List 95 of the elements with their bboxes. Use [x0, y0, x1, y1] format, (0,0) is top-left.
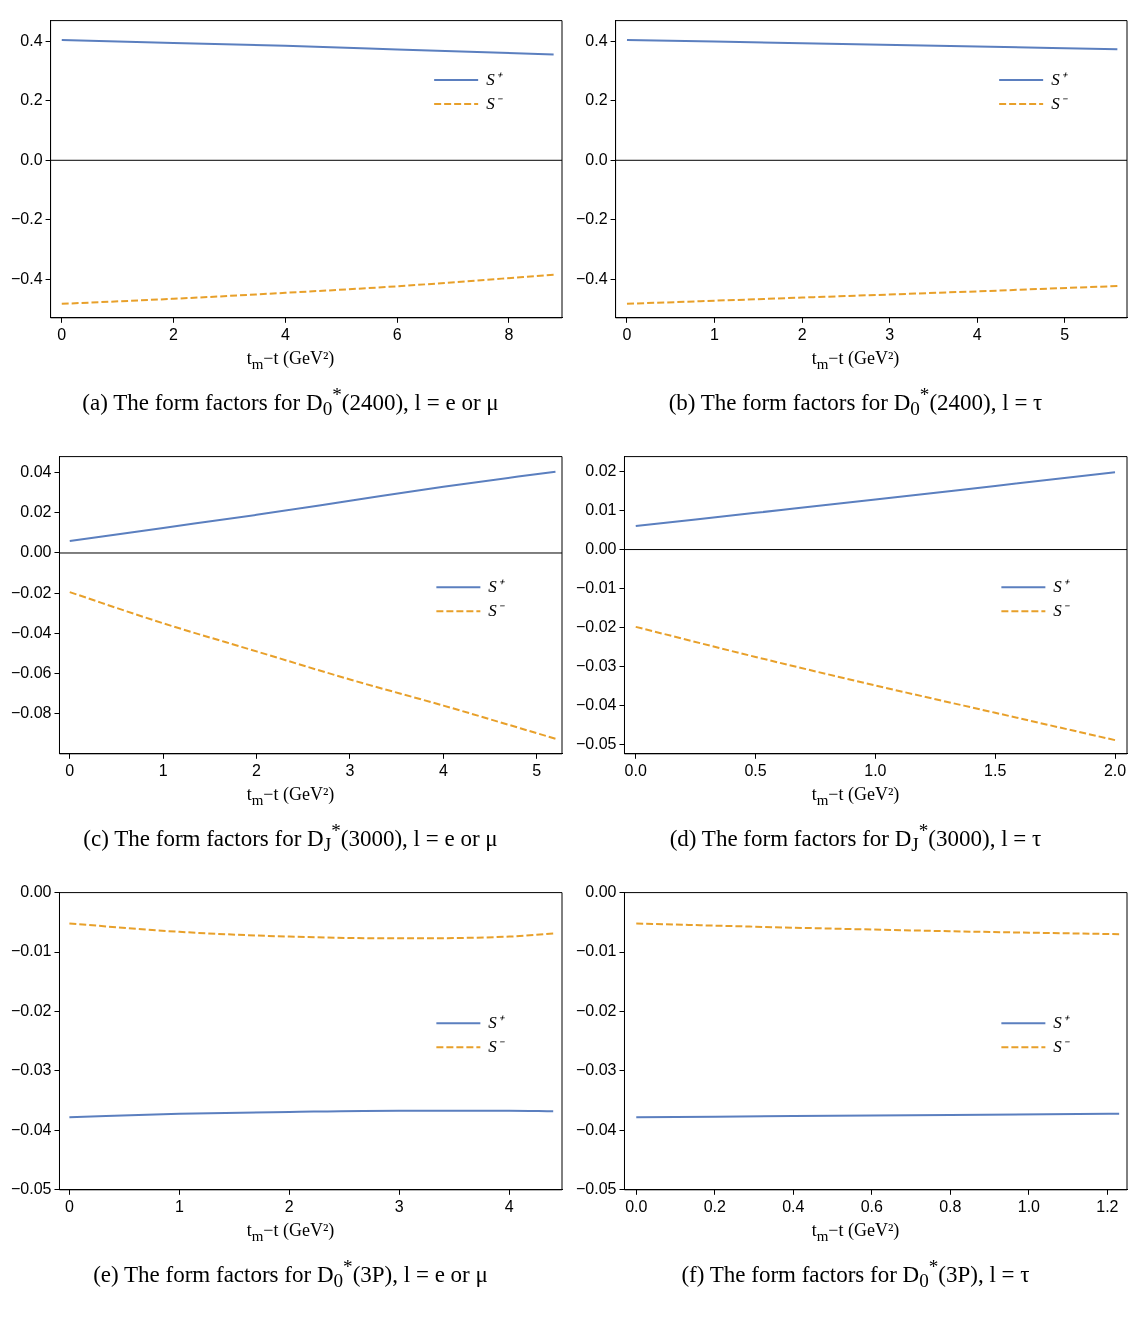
legend-label: S⁺ [486, 69, 503, 89]
y-tick-label: −0.04 [576, 696, 617, 714]
x-tick-label: 0 [65, 761, 75, 779]
x-tick-label: 6 [392, 325, 402, 343]
x-tick-label: 1 [158, 761, 168, 779]
y-tick-label: −0.2 [575, 210, 608, 228]
text: (b) The form factors for D$_{0}$$^{*}$(2400), l = τ [667, 384, 1044, 421]
y-tick-label: −0.01 [576, 579, 617, 597]
x-axis-title: t$_{m}$−t (GeV²) [245, 348, 336, 374]
x-tick-label: 1.0 [864, 761, 887, 779]
x-tick-label: 0.4 [782, 1197, 805, 1215]
y-tick-label: −0.4 [10, 269, 43, 287]
x-tick-label: 1 [174, 1197, 184, 1215]
y-tick-label: −0.03 [11, 1061, 52, 1079]
legend-label: S⁺ [1053, 1012, 1070, 1032]
y-tick-label: −0.01 [576, 942, 617, 960]
y-tick-label: −0.05 [11, 1180, 52, 1198]
x-tick-label: 0 [57, 325, 67, 343]
text: (e) The form factors for D$_{0}$$^{*}$(3P), l = e or μ [92, 1256, 489, 1293]
y-tick-label: 0.00 [20, 543, 52, 561]
x-tick-label: 0.2 [703, 1197, 726, 1215]
x-tick-label: 0.5 [744, 761, 767, 779]
y-tick-label: 0.4 [20, 31, 43, 49]
x-tick-label: 2 [169, 325, 179, 343]
y-tick-label: −0.05 [576, 735, 617, 753]
y-tick-label: 0.00 [585, 539, 617, 557]
x-tick-label: 5 [532, 761, 542, 779]
x-axis-title: t$_{m}$−t (GeV²) [810, 784, 901, 810]
x-tick-label: 0.8 [939, 1197, 962, 1215]
legend-label: S⁻ [1051, 93, 1068, 113]
y-tick-label: −0.03 [576, 1061, 617, 1079]
text: (c) The form factors for D$_{J}$$^{*}$(3000), l = e or μ [82, 820, 499, 857]
x-tick-label: 2 [252, 761, 262, 779]
x-tick-label: 1.2 [1096, 1197, 1119, 1215]
y-tick-label: 0.2 [585, 91, 608, 109]
y-tick-label: 0.2 [20, 91, 43, 109]
x-tick-label: 2.0 [1103, 761, 1127, 779]
x-tick-label: 0 [622, 325, 632, 343]
legend-label: S⁻ [486, 93, 503, 113]
x-tick-label: 1.0 [1017, 1197, 1041, 1215]
x-tick-label: 4 [504, 1197, 514, 1215]
y-tick-label: −0.02 [576, 618, 617, 636]
legend-label: S⁻ [1053, 600, 1070, 620]
y-tick-label: 0.0 [20, 150, 43, 168]
legend-label: S⁺ [1051, 69, 1068, 89]
x-tick-label: 1 [710, 325, 720, 343]
y-tick-label: 0.00 [585, 883, 617, 901]
y-tick-label: 0.02 [20, 503, 52, 521]
x-tick-label: 0.0 [624, 761, 647, 779]
y-tick-label: 0.0 [585, 150, 608, 168]
y-tick-label: −0.04 [576, 1120, 617, 1138]
legend-label: S⁻ [1053, 1036, 1070, 1056]
text: (d) The form factors for D$_{J}$$^{*}$(3000), l = τ [668, 820, 1043, 857]
x-tick-label: 0 [64, 1197, 74, 1215]
legend-label: S⁺ [488, 576, 505, 596]
x-tick-label: 3 [394, 1197, 404, 1215]
x-tick-label: 4 [280, 325, 290, 343]
y-tick-label: −0.06 [11, 663, 52, 681]
y-tick-label: −0.2 [10, 210, 43, 228]
y-tick-label: −0.02 [576, 1001, 617, 1019]
y-tick-label: 0.00 [20, 883, 52, 901]
legend-label: S⁻ [488, 1036, 505, 1056]
y-tick-label: −0.04 [11, 623, 52, 641]
y-tick-label: −0.03 [576, 657, 617, 675]
x-tick-label: 0.6 [860, 1197, 884, 1215]
x-tick-label: 4 [438, 761, 448, 779]
x-tick-label: 1.5 [984, 761, 1007, 779]
y-tick-label: −0.08 [11, 704, 52, 722]
y-tick-label: −0.4 [575, 269, 608, 287]
y-tick-label: 0.01 [585, 500, 617, 518]
x-tick-label: 2 [284, 1197, 294, 1215]
y-tick-label: 0.4 [585, 31, 608, 49]
x-axis-title: t$_{m}$−t (GeV²) [810, 1220, 901, 1246]
y-tick-label: −0.05 [576, 1180, 617, 1198]
x-tick-label: 4 [972, 325, 982, 343]
x-axis-title: t$_{m}$−t (GeV²) [810, 348, 901, 374]
y-tick-label: 0.02 [585, 461, 617, 479]
x-tick-label: 3 [885, 325, 895, 343]
y-tick-label: −0.02 [11, 583, 52, 601]
x-tick-label: 2 [797, 325, 807, 343]
legend-label: S⁺ [1053, 576, 1070, 596]
y-tick-label: −0.04 [11, 1120, 52, 1138]
y-tick-label: −0.01 [11, 942, 52, 960]
text: (f) The form factors for D$_{0}$$^{*}$(3P), l = τ [680, 1256, 1031, 1293]
legend-label: S⁺ [488, 1012, 505, 1032]
x-tick-label: 0.0 [625, 1197, 648, 1215]
x-axis-title: t$_{m}$−t (GeV²) [245, 784, 336, 810]
y-tick-label: −0.02 [11, 1001, 52, 1019]
x-tick-label: 8 [504, 325, 514, 343]
y-tick-label: 0.04 [20, 463, 52, 481]
x-axis-title: t$_{m}$−t (GeV²) [245, 1220, 336, 1246]
text: (a) The form factors for D$_{0}$$^{*}$(2400), l = e or μ [81, 384, 500, 421]
legend-label: S⁻ [488, 600, 505, 620]
x-tick-label: 3 [345, 761, 355, 779]
x-tick-label: 5 [1060, 325, 1070, 343]
